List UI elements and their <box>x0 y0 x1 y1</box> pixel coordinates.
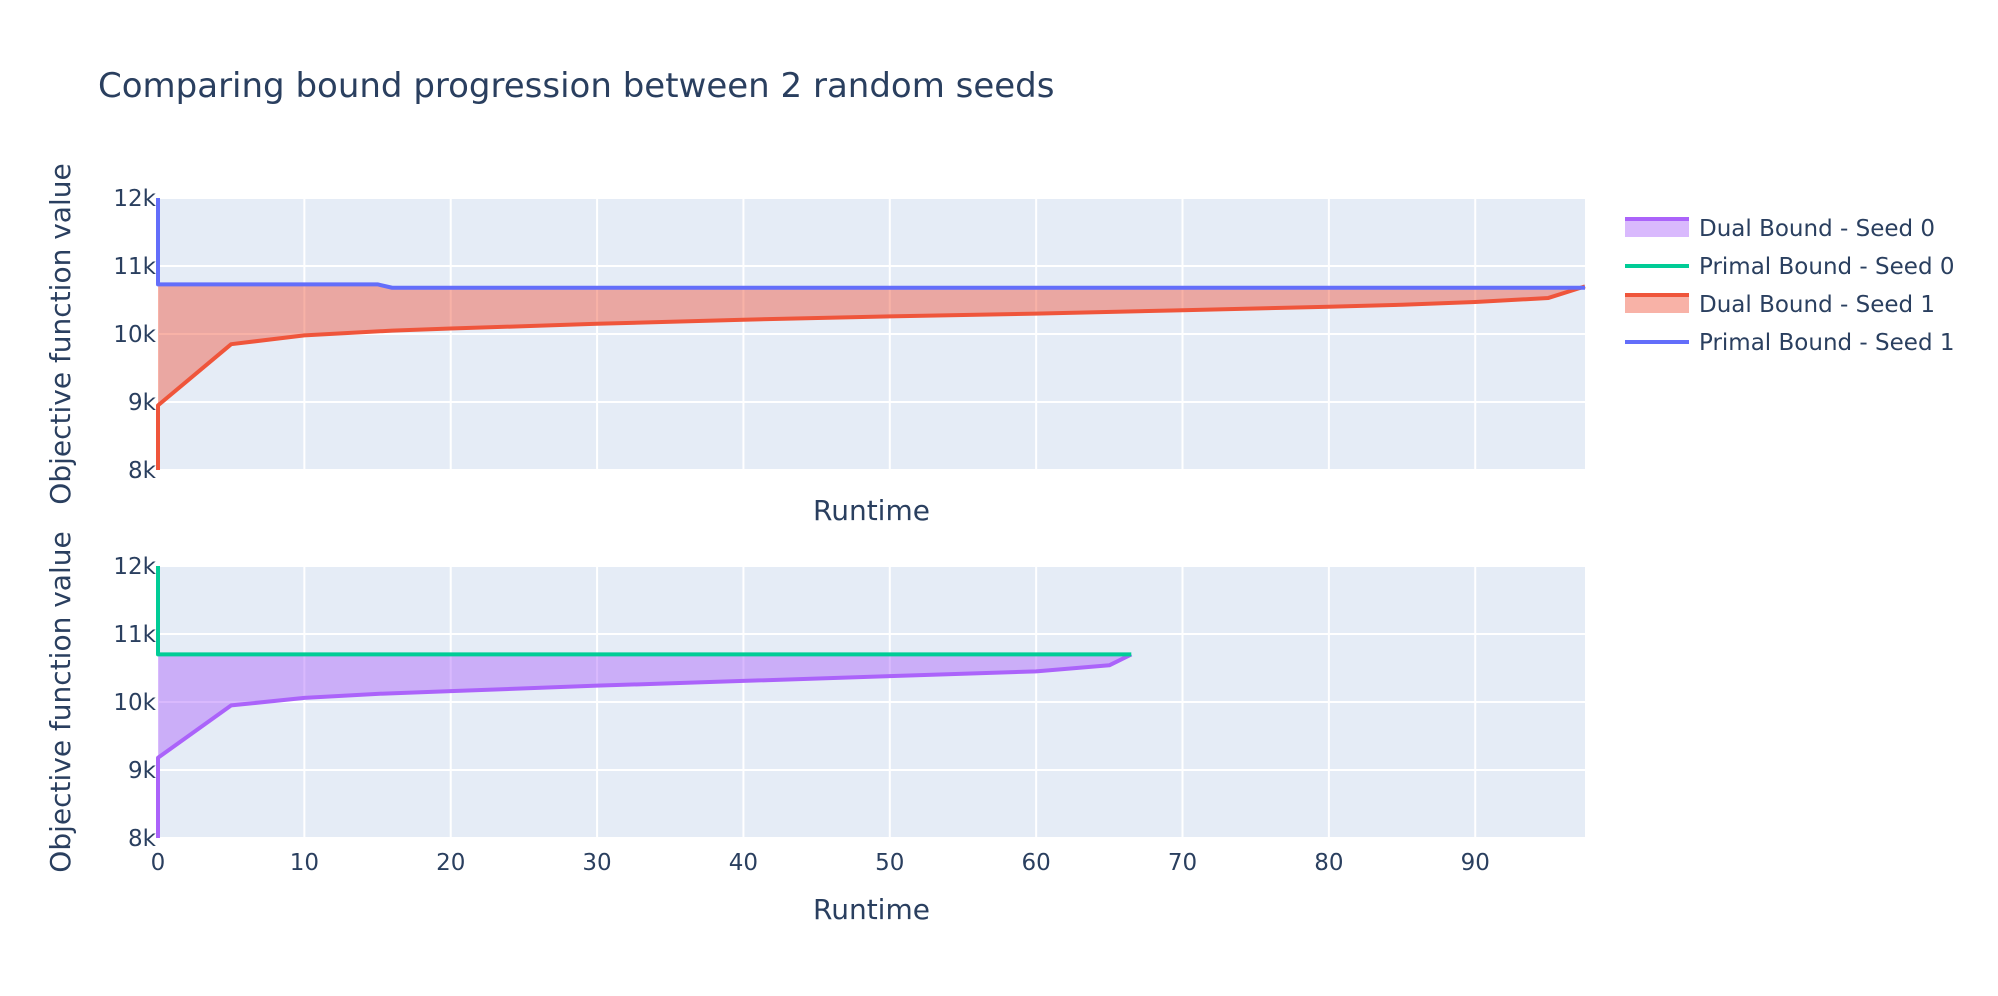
subplot-2: 8k 9k 10k 11k 12k 0 10 20 30 40 50 60 70 80 90 Runtime O… <box>44 531 1585 926</box>
series-line-primal-bound-seed-0[interactable] <box>156 566 1132 657</box>
y-tick-label: 10k <box>113 690 156 716</box>
y-tick-label: 8k <box>128 826 157 852</box>
series-line-primal-bound-seed-1[interactable] <box>156 198 1585 290</box>
legend: Dual Bound - Seed 0 Primal Bound - Seed 0… <box>1625 216 1954 356</box>
y-tick-label: 12k <box>113 186 156 212</box>
legend-label: Primal Bound - Seed 1 <box>1699 330 1954 356</box>
x-tick-label: 80 <box>1314 850 1343 876</box>
legend-swatch-fill <box>1625 295 1689 313</box>
legend-swatch-fill <box>1625 219 1689 237</box>
y-tick-label: 11k <box>113 254 156 280</box>
series-line-dual-bound-seed-0[interactable] <box>156 652 1133 838</box>
x-tick-label: 0 <box>151 850 166 876</box>
subplot-1: 8k 9k 10k 11k 12k Runtime Objective function v… <box>44 163 1586 527</box>
y-tick-label: 10k <box>113 322 156 348</box>
y-axis-title: Objective function value <box>44 163 77 504</box>
x-tick-label: 60 <box>1022 850 1051 876</box>
chart-title: Comparing bound progression between 2 ra… <box>98 66 1054 106</box>
y-tick-label: 9k <box>128 390 157 416</box>
y-tick-label: 9k <box>128 758 157 784</box>
series-line-dual-bound-seed-1[interactable] <box>156 284 1586 470</box>
x-tick-label: 30 <box>582 850 611 876</box>
legend-label: Dual Bound - Seed 1 <box>1699 292 1935 318</box>
x-tick-label: 40 <box>729 850 758 876</box>
y-tick-label: 8k <box>128 458 157 484</box>
plots-group: 8k 9k 10k 11k 12k Runtime Objective function v… <box>44 163 1586 926</box>
legend-item-dual-bound-seed-1[interactable]: Dual Bound - Seed 1 <box>1625 292 1935 318</box>
legend-label: Primal Bound - Seed 0 <box>1699 254 1954 280</box>
y-tick-label: 11k <box>113 622 156 648</box>
y-axis-title: Objective function value <box>44 531 77 872</box>
x-tick-label: 50 <box>875 850 904 876</box>
legend-item-dual-bound-seed-0[interactable]: Dual Bound - Seed 0 <box>1625 216 1935 242</box>
x-tick-label: 70 <box>1168 850 1197 876</box>
legend-item-primal-bound-seed-1[interactable]: Primal Bound - Seed 1 <box>1625 330 1954 356</box>
x-tick-label: 10 <box>290 850 319 876</box>
legend-label: Dual Bound - Seed 0 <box>1699 216 1935 242</box>
x-tick-label: 90 <box>1461 850 1490 876</box>
x-axis-title: Runtime <box>813 893 930 926</box>
x-tick-label: 20 <box>436 850 465 876</box>
x-axis-title: Runtime <box>813 494 930 527</box>
y-tick-label: 12k <box>113 554 156 580</box>
legend-item-primal-bound-seed-0[interactable]: Primal Bound - Seed 0 <box>1625 254 1954 280</box>
